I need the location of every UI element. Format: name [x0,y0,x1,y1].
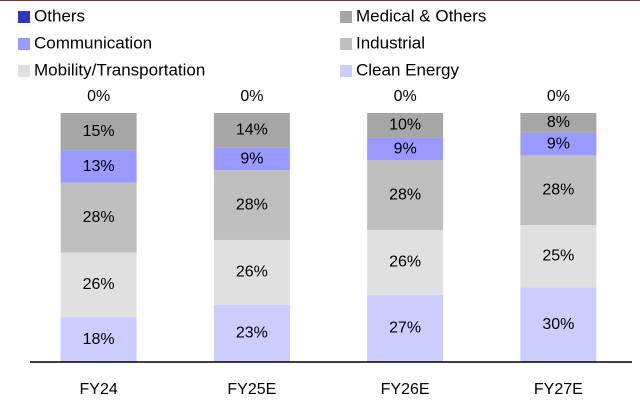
data-label: 14% [236,122,268,139]
x-tick-label: FY26E [381,381,430,398]
bar-segment [60,182,137,253]
data-label: 28% [83,209,115,226]
bar-segment [520,113,597,133]
data-label: 9% [547,135,570,152]
data-label: 27% [389,320,421,337]
bar-segment [213,170,290,240]
bar-segment [520,132,597,156]
data-label: 8% [547,114,570,131]
legend-swatch [18,11,30,23]
data-label: 0% [240,88,263,105]
legend-label: Others [34,6,85,25]
data-label: 28% [389,186,421,203]
data-label: 9% [240,150,263,167]
bar-segment [520,225,597,288]
legend-label: Industrial [356,33,425,52]
bar-segment [60,150,137,183]
data-label: 15% [83,123,115,140]
x-tick-label: FY24 [80,381,118,398]
bar-segment [213,147,290,171]
data-label: 10% [389,117,421,134]
data-label: 0% [394,88,417,105]
bar-segment [367,294,444,362]
bar-segment [367,230,444,295]
data-label: 26% [389,254,421,271]
legend-swatch [340,11,352,23]
legend-label: Clean Energy [356,60,460,79]
data-label: 28% [236,196,268,213]
legend-swatch [18,38,30,50]
data-label: 18% [83,331,115,348]
bar-segment [60,113,137,151]
bar-segment [367,160,444,231]
bar-segment [213,239,290,305]
data-label: 0% [87,88,110,105]
data-label: 23% [236,325,268,342]
bar-segment [60,317,137,362]
data-label: 28% [542,181,574,198]
data-label: 25% [542,247,574,264]
legend-swatch [340,38,352,50]
bar-segment [213,113,290,148]
legend-label: Communication [34,33,152,52]
data-label: 9% [394,140,417,157]
x-tick-label: FY27E [534,381,583,398]
bar-segment [520,287,597,362]
bar-segment [367,113,444,138]
legend-swatch [340,65,352,77]
bar-segment [367,137,444,161]
data-label: 30% [542,316,574,333]
legend-label: Mobility/Transportation [34,60,205,79]
legend-label: Medical & Others [356,6,486,25]
data-label: 0% [547,88,570,105]
data-label: 26% [83,276,115,293]
bar-segment [60,252,137,318]
data-label: 26% [236,264,268,281]
legend-swatch [18,65,30,77]
bar-segment [520,155,597,226]
bar-segment [213,304,290,362]
data-label: 13% [83,158,115,175]
x-tick-label: FY25E [227,381,276,398]
